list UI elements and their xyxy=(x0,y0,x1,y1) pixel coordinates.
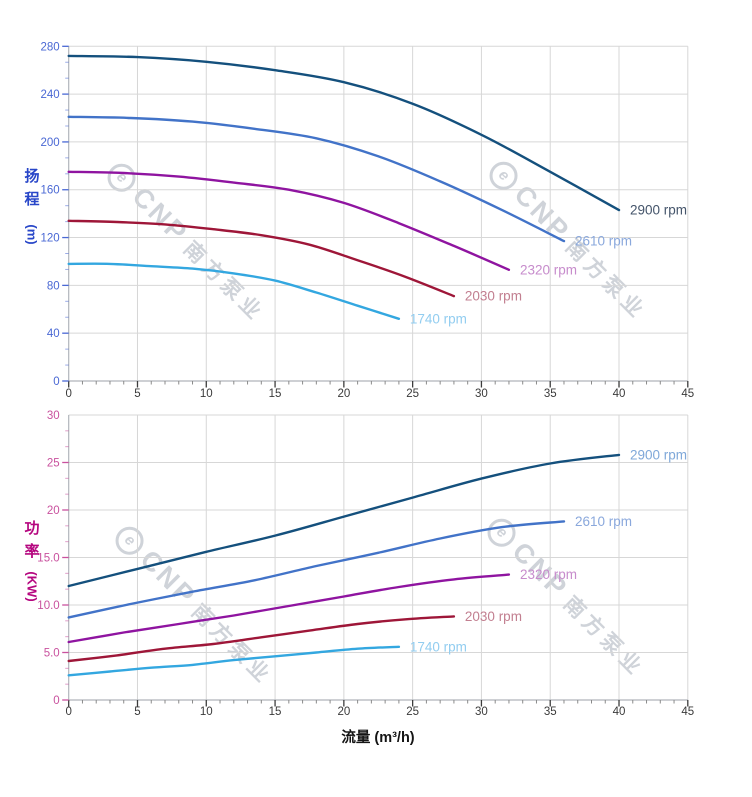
curve-label-2900-rpm: 2900 rpm xyxy=(630,447,687,462)
flow-axis-title: 流量 (m³/h) xyxy=(341,730,415,746)
power-axis-title-text: 功率 xyxy=(24,520,40,561)
x-tick-label: 45 xyxy=(681,706,694,718)
head-axis-title: 扬程 (m) xyxy=(21,165,43,245)
x-tick-label: 15 xyxy=(269,706,282,718)
curve-1740-rpm xyxy=(67,645,401,677)
x-tick-label: 25 xyxy=(406,388,419,400)
curve-2900-rpm xyxy=(67,453,621,588)
x-tick-label: 5 xyxy=(134,388,140,400)
x-tick-label: 10 xyxy=(200,388,213,400)
head-chart: 0 5 10 15 20 25 30 35 40 45 0 40 80 120 160 200 240 280 29… xyxy=(41,41,695,400)
x-tick-label: 0 xyxy=(65,388,71,400)
curve-2900-rpm xyxy=(67,54,621,212)
curve-2030-rpm xyxy=(67,615,456,663)
x-tick-label: 20 xyxy=(337,706,350,718)
power-axis-unit: (KW) xyxy=(24,570,40,602)
curve-label-2320-rpm: 2320 rpm xyxy=(520,262,577,277)
x-tick-label: 30 xyxy=(475,388,488,400)
x-tick-label: 15 xyxy=(269,388,282,400)
x-tick-label: 40 xyxy=(613,706,626,718)
curve-label-2610-rpm: 2610 rpm xyxy=(575,234,632,249)
curve-label-1740-rpm: 1740 rpm xyxy=(410,311,467,326)
y-tick-label: 25 xyxy=(47,458,60,470)
curve-2320-rpm xyxy=(67,573,511,644)
y-tick-label: 80 xyxy=(47,280,60,292)
curve-label-2900-rpm: 2900 rpm xyxy=(630,203,687,218)
x-tick-label: 45 xyxy=(681,388,694,400)
x-tick-label: 35 xyxy=(544,706,557,718)
y-tick-label: 0 xyxy=(53,376,59,388)
x-tick-label: 10 xyxy=(200,706,213,718)
curve-2610-rpm xyxy=(67,115,566,243)
x-tick-label: 30 xyxy=(475,706,488,718)
y-tick-label: 40 xyxy=(47,328,60,340)
y-tick-label: 160 xyxy=(41,185,60,197)
head-axis-unit: (m) xyxy=(24,223,40,245)
curve-label-1740-rpm: 1740 rpm xyxy=(410,639,467,654)
head-axis-title-text: 扬程 xyxy=(24,168,40,209)
y-tick-label: 240 xyxy=(41,89,60,101)
curve-2610-rpm xyxy=(67,520,566,619)
curve-2030-rpm xyxy=(67,219,456,298)
x-tick-label: 40 xyxy=(613,388,626,400)
y-tick-label: 0 xyxy=(53,695,59,707)
y-tick-label: 5.0 xyxy=(44,648,60,660)
x-tick-label: 5 xyxy=(134,706,140,718)
curve-label-2030-rpm: 2030 rpm xyxy=(465,289,522,304)
curve-label-2030-rpm: 2030 rpm xyxy=(465,609,522,624)
power-axis-title: 功率 (KW) xyxy=(21,517,43,601)
x-tick-label: 35 xyxy=(544,388,557,400)
y-tick-label: 15.0 xyxy=(37,553,59,565)
y-tick-label: 280 xyxy=(41,41,60,53)
curve-1740-rpm xyxy=(67,262,401,320)
y-tick-label: 120 xyxy=(41,233,60,245)
curve-label-2320-rpm: 2320 rpm xyxy=(520,567,577,582)
x-tick-label: 0 xyxy=(65,706,71,718)
curve-label-2610-rpm: 2610 rpm xyxy=(575,514,632,529)
x-tick-label: 25 xyxy=(406,706,419,718)
y-tick-label: 20 xyxy=(47,505,60,517)
x-tick-label: 20 xyxy=(337,388,350,400)
y-tick-label: 200 xyxy=(41,137,60,149)
power-chart: 0 5 10 15 20 25 30 35 40 45 0 5.0 10.0 15.0 20 25 30 2900… xyxy=(37,410,694,718)
y-tick-label: 10.0 xyxy=(37,600,59,612)
y-tick-label: 30 xyxy=(47,410,60,422)
curve-2320-rpm xyxy=(67,170,511,271)
